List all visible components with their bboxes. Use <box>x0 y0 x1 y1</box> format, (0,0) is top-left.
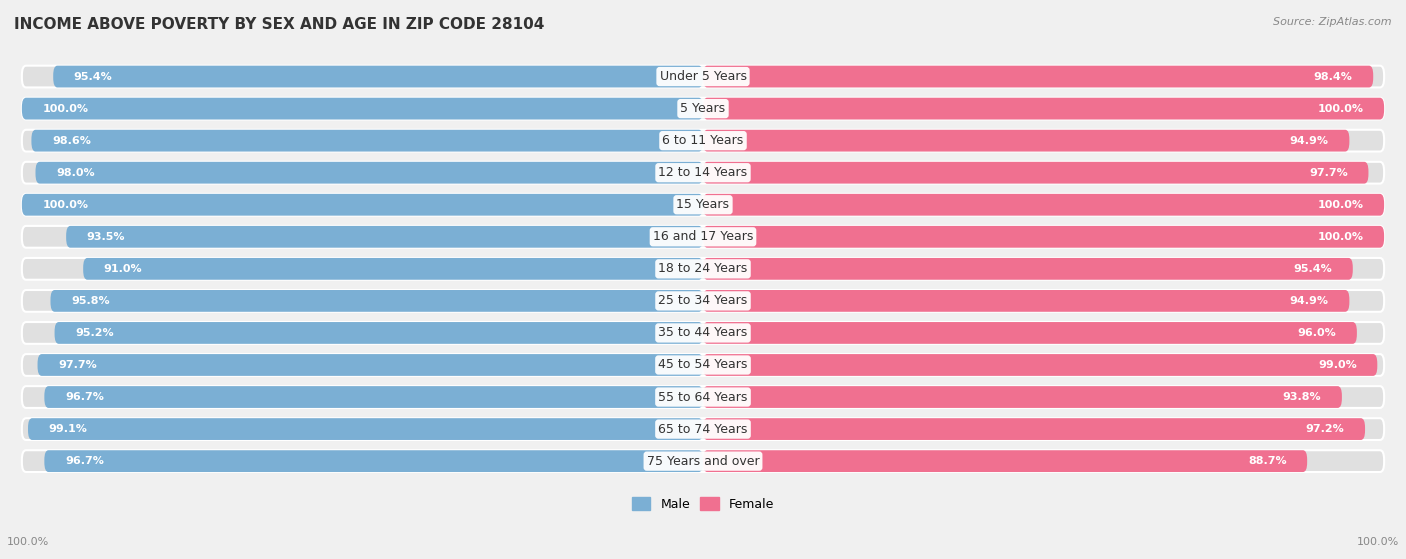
Text: 99.1%: 99.1% <box>49 424 87 434</box>
Text: 100.0%: 100.0% <box>1317 232 1364 242</box>
FancyBboxPatch shape <box>703 386 1341 408</box>
FancyBboxPatch shape <box>22 226 1384 248</box>
Text: 88.7%: 88.7% <box>1249 456 1286 466</box>
FancyBboxPatch shape <box>31 130 703 151</box>
Text: 95.4%: 95.4% <box>1294 264 1331 274</box>
Text: 25 to 34 Years: 25 to 34 Years <box>658 295 748 307</box>
FancyBboxPatch shape <box>703 322 1357 344</box>
Text: 99.0%: 99.0% <box>1317 360 1357 370</box>
Text: 75 Years and over: 75 Years and over <box>647 454 759 468</box>
FancyBboxPatch shape <box>22 194 703 216</box>
FancyBboxPatch shape <box>703 354 1378 376</box>
FancyBboxPatch shape <box>703 450 1308 472</box>
FancyBboxPatch shape <box>45 386 703 408</box>
Text: Source: ZipAtlas.com: Source: ZipAtlas.com <box>1274 17 1392 27</box>
Text: 100.0%: 100.0% <box>1317 103 1364 113</box>
Text: 97.7%: 97.7% <box>58 360 97 370</box>
Text: 96.7%: 96.7% <box>65 456 104 466</box>
Text: 6 to 11 Years: 6 to 11 Years <box>662 134 744 147</box>
FancyBboxPatch shape <box>22 354 1384 376</box>
Text: 95.4%: 95.4% <box>75 72 112 82</box>
Text: 93.5%: 93.5% <box>87 232 125 242</box>
Text: 100.0%: 100.0% <box>7 537 49 547</box>
FancyBboxPatch shape <box>703 290 1350 312</box>
Text: 96.7%: 96.7% <box>65 392 104 402</box>
FancyBboxPatch shape <box>83 258 703 280</box>
Text: 97.2%: 97.2% <box>1306 424 1344 434</box>
Text: 5 Years: 5 Years <box>681 102 725 115</box>
Text: 94.9%: 94.9% <box>1289 296 1329 306</box>
FancyBboxPatch shape <box>703 98 1384 120</box>
FancyBboxPatch shape <box>703 226 1384 248</box>
Text: 97.7%: 97.7% <box>1309 168 1348 178</box>
Text: 12 to 14 Years: 12 to 14 Years <box>658 166 748 179</box>
Text: INCOME ABOVE POVERTY BY SEX AND AGE IN ZIP CODE 28104: INCOME ABOVE POVERTY BY SEX AND AGE IN Z… <box>14 17 544 32</box>
FancyBboxPatch shape <box>703 162 1368 183</box>
Text: 15 Years: 15 Years <box>676 198 730 211</box>
Text: 94.9%: 94.9% <box>1289 136 1329 146</box>
Text: 95.8%: 95.8% <box>72 296 110 306</box>
FancyBboxPatch shape <box>703 418 1365 440</box>
FancyBboxPatch shape <box>703 258 1353 280</box>
Text: 45 to 54 Years: 45 to 54 Years <box>658 358 748 372</box>
Text: 65 to 74 Years: 65 to 74 Years <box>658 423 748 435</box>
Text: 100.0%: 100.0% <box>42 103 89 113</box>
FancyBboxPatch shape <box>22 130 1384 151</box>
FancyBboxPatch shape <box>53 65 703 87</box>
FancyBboxPatch shape <box>22 98 703 120</box>
Text: 100.0%: 100.0% <box>42 200 89 210</box>
FancyBboxPatch shape <box>703 65 1374 87</box>
FancyBboxPatch shape <box>22 65 1384 87</box>
Text: 35 to 44 Years: 35 to 44 Years <box>658 326 748 339</box>
FancyBboxPatch shape <box>22 386 1384 408</box>
FancyBboxPatch shape <box>45 450 703 472</box>
FancyBboxPatch shape <box>22 450 1384 472</box>
FancyBboxPatch shape <box>28 418 703 440</box>
FancyBboxPatch shape <box>35 162 703 183</box>
Text: 55 to 64 Years: 55 to 64 Years <box>658 391 748 404</box>
Text: 91.0%: 91.0% <box>104 264 142 274</box>
FancyBboxPatch shape <box>66 226 703 248</box>
Text: 100.0%: 100.0% <box>1317 200 1364 210</box>
FancyBboxPatch shape <box>22 418 1384 440</box>
FancyBboxPatch shape <box>22 258 1384 280</box>
Text: 16 and 17 Years: 16 and 17 Years <box>652 230 754 243</box>
Text: 93.8%: 93.8% <box>1282 392 1322 402</box>
FancyBboxPatch shape <box>51 290 703 312</box>
FancyBboxPatch shape <box>703 194 1384 216</box>
FancyBboxPatch shape <box>22 194 1384 216</box>
FancyBboxPatch shape <box>38 354 703 376</box>
FancyBboxPatch shape <box>22 322 1384 344</box>
Text: 95.2%: 95.2% <box>75 328 114 338</box>
FancyBboxPatch shape <box>22 290 1384 312</box>
Legend: Male, Female: Male, Female <box>627 492 779 516</box>
FancyBboxPatch shape <box>55 322 703 344</box>
Text: 18 to 24 Years: 18 to 24 Years <box>658 262 748 276</box>
Text: Under 5 Years: Under 5 Years <box>659 70 747 83</box>
Text: 98.0%: 98.0% <box>56 168 94 178</box>
Text: 96.0%: 96.0% <box>1298 328 1336 338</box>
Text: 100.0%: 100.0% <box>1357 537 1399 547</box>
FancyBboxPatch shape <box>22 98 1384 120</box>
Text: 98.6%: 98.6% <box>52 136 91 146</box>
FancyBboxPatch shape <box>22 162 1384 183</box>
FancyBboxPatch shape <box>703 130 1350 151</box>
Text: 98.4%: 98.4% <box>1313 72 1353 82</box>
